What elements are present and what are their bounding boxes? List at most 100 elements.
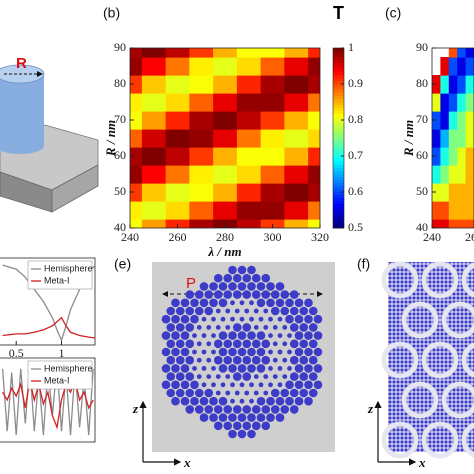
nanoparticle (285, 298, 294, 308)
nanoparticle (225, 325, 231, 330)
heat-cell (308, 48, 320, 58)
nanoparticle (201, 366, 207, 371)
heat-cell (465, 201, 474, 220)
nanoparticle (256, 413, 266, 422)
colorbar-step (333, 48, 344, 52)
nanoparticle (180, 298, 190, 308)
unit-cell (401, 381, 439, 419)
heat-cell (465, 48, 474, 58)
heat-cell (284, 129, 309, 148)
colorbar-tick-label: 0.5 (348, 220, 363, 234)
nanoparticle (261, 273, 271, 283)
heat-cell (432, 165, 441, 184)
heat-cell (165, 57, 190, 76)
nanoparticle (166, 323, 176, 332)
heat-cell (308, 129, 320, 148)
nanoparticle (251, 273, 261, 283)
heat-cell (165, 93, 190, 112)
nanoparticle (232, 339, 242, 349)
nanoparticle (289, 372, 299, 381)
nanoparticle (287, 333, 292, 338)
nanoparticle (247, 347, 256, 357)
heat-cell (236, 147, 262, 166)
nanoparticle (180, 364, 190, 373)
nanoparticle (263, 308, 269, 314)
unit-cell (421, 261, 459, 299)
nanoparticle (223, 290, 233, 299)
legend-box (27, 260, 93, 290)
legend-label: Meta-I (44, 375, 70, 385)
y-tick-label: 80 (114, 76, 126, 90)
nanoparticle (185, 339, 195, 349)
colorbar-step (333, 135, 344, 139)
nanoparticle (304, 331, 313, 340)
nanoparticle (299, 323, 309, 332)
colorbar-step (333, 90, 344, 94)
colorbar-tick-label: 1 (348, 40, 354, 54)
heat-cell (465, 129, 474, 148)
unit-cell (421, 341, 459, 379)
heat-cell (465, 219, 474, 228)
colorbar-step (333, 84, 344, 88)
nanoparticle (256, 364, 266, 373)
nanoparticle (211, 316, 216, 322)
nanoparticle (253, 308, 259, 314)
heat-cell (457, 147, 467, 166)
heat-cell (465, 75, 474, 94)
heat-cell (130, 201, 143, 220)
nanoparticle (268, 382, 273, 388)
panel-label: (f) (357, 256, 370, 272)
nanoparticle (261, 339, 271, 349)
nanoparticle (196, 357, 202, 363)
nanoparticle (237, 429, 247, 439)
colorbar-step (333, 102, 344, 106)
nanoparticle (223, 339, 233, 349)
x-tick-label: 260 (169, 230, 187, 244)
heat-cell (308, 93, 320, 112)
colorbar-step (333, 198, 344, 202)
nanoparticle (171, 396, 180, 406)
heat-cell (308, 165, 320, 184)
nanoparticle (228, 429, 237, 439)
nanoparticle (280, 306, 290, 316)
nanoparticle (230, 398, 235, 404)
heat-cell (308, 147, 320, 166)
nanoparticle (294, 396, 304, 406)
colorbar-step (333, 66, 344, 70)
heat-cell (213, 183, 238, 202)
nanoparticle (228, 282, 237, 291)
nanoparticle (253, 390, 259, 396)
nanoparticle (308, 306, 318, 316)
panel-label: (b) (103, 5, 120, 21)
line-panel: Hemisphere Meta-I (0, 357, 96, 443)
nanoparticle (166, 306, 176, 316)
x-tick-label: 300 (264, 230, 282, 244)
colorbar-step (333, 99, 344, 103)
nanoparticle (299, 372, 309, 381)
nanoparticle (228, 347, 237, 357)
heat-cell (236, 165, 262, 184)
nanoparticle (166, 372, 176, 381)
nanoparticle (313, 364, 323, 373)
nanoparticle (239, 398, 245, 404)
x-tick-label: 1 (58, 346, 64, 360)
heat-cell (189, 93, 214, 112)
heat-cell (465, 165, 474, 184)
nanoparticle (258, 316, 264, 322)
heat-cell (260, 48, 285, 58)
nanoparticle (180, 331, 190, 340)
nanoparticle (232, 355, 242, 365)
nanoparticle (199, 396, 209, 406)
cells (432, 48, 474, 228)
colorbar-step (333, 150, 344, 154)
nanoparticle (287, 366, 292, 371)
nanoparticle (215, 325, 221, 330)
nanoparticle (308, 388, 318, 398)
nanoparticle (220, 316, 226, 322)
heat-cell (284, 57, 309, 76)
heat-cell (260, 183, 285, 202)
nanoparticle (185, 405, 195, 414)
nanoparticle (196, 374, 202, 379)
nanoparticle (249, 398, 254, 404)
